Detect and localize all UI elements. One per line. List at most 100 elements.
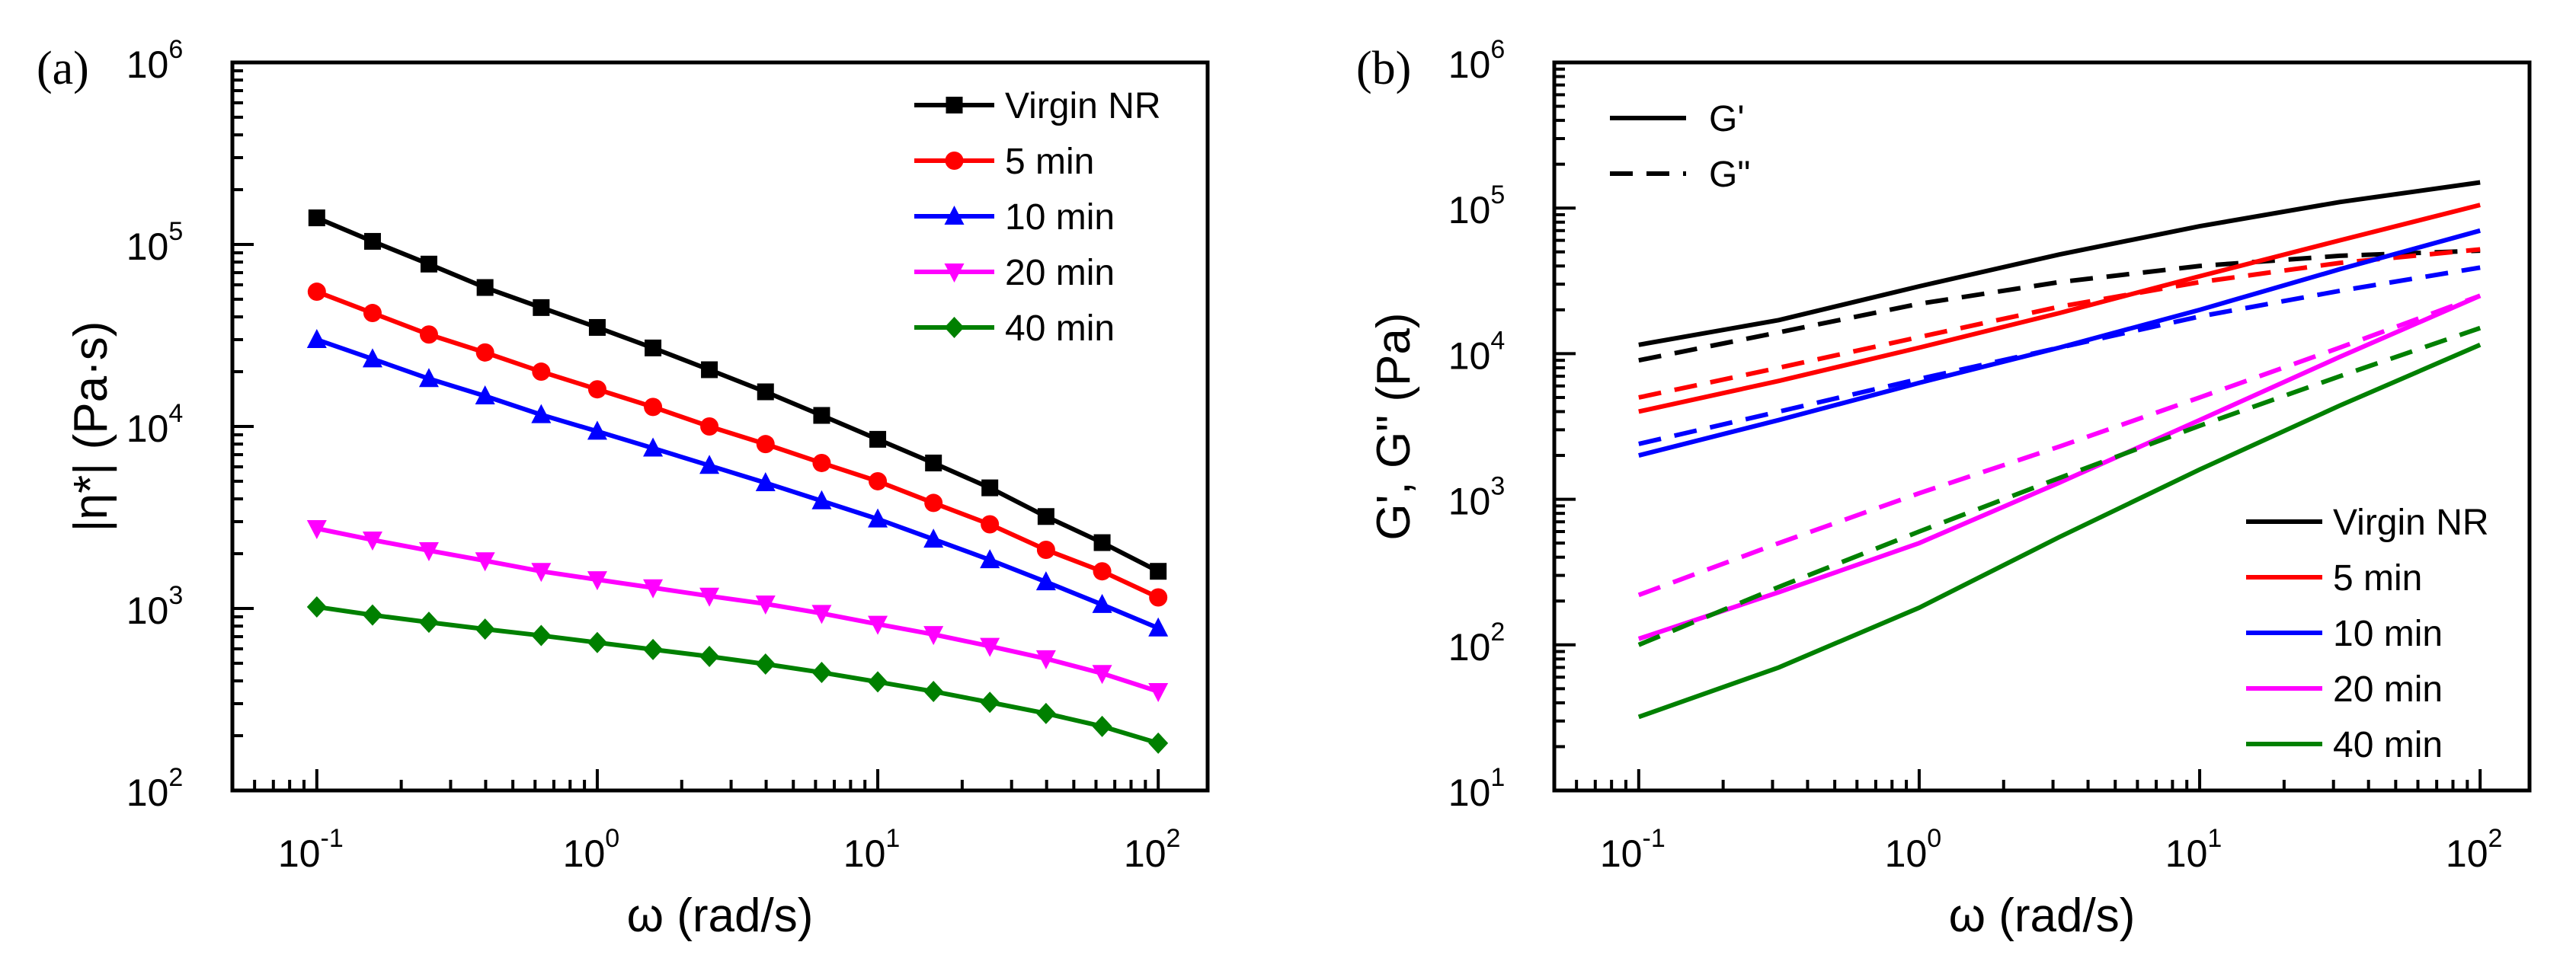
plot-frame	[1552, 60, 2532, 793]
data-point	[812, 453, 831, 472]
data-point	[1036, 540, 1055, 559]
series-line	[315, 216, 1160, 573]
data-point	[588, 318, 606, 336]
y-axis-label: |η*| (Pa·s)	[65, 321, 117, 532]
style-legend-label: G'	[1709, 99, 1745, 139]
legend-entry: 10 min	[2246, 614, 2443, 654]
legend-entry: 40 min	[914, 308, 1115, 349]
data-point	[1150, 563, 1167, 580]
y-tick-label-base: 10	[126, 407, 169, 450]
x-tick-label-base: 10	[1124, 832, 1166, 875]
data-point	[475, 552, 495, 572]
data-point	[475, 343, 494, 362]
data-point	[869, 430, 887, 448]
y-tick-label-exponent: 4	[168, 399, 183, 428]
g-double-prime-line	[1637, 293, 2482, 598]
legend-entry: 20 min	[2246, 669, 2443, 710]
x-tick-label-exponent: 0	[605, 824, 619, 853]
data-point	[756, 435, 775, 454]
y-tick-label: 101	[1448, 763, 1506, 814]
data-point	[476, 279, 494, 296]
panel-label: (a)	[37, 43, 89, 94]
x-tick-label-base: 10	[1600, 832, 1643, 875]
g-double-prime-line	[1638, 265, 2481, 446]
x-tick-label: 100	[1885, 824, 1942, 875]
data-point	[757, 383, 774, 401]
data-point	[306, 328, 327, 348]
data-point	[306, 596, 327, 618]
legend-label: 10 min	[1005, 197, 1115, 238]
data-point	[307, 283, 326, 302]
data-point	[700, 417, 719, 436]
g-double-prime-line	[1638, 248, 2481, 363]
data-point	[811, 605, 832, 624]
x-tick-label-base: 10	[1885, 832, 1928, 875]
series-20-min	[1637, 293, 2482, 641]
y-tick-label: 104	[1448, 326, 1506, 377]
y-tick-label: 102	[1448, 618, 1506, 669]
series-line	[315, 337, 1160, 631]
y-tick-label-base: 10	[1448, 626, 1491, 669]
data-point	[699, 587, 720, 607]
legend-label: Virgin NR	[2333, 503, 2489, 543]
data-point	[1148, 617, 1169, 637]
data-point	[924, 493, 943, 513]
panel-label: (b)	[1356, 43, 1411, 94]
series-virgin-nr	[308, 209, 1167, 580]
data-point	[868, 671, 888, 693]
data-point	[363, 232, 381, 250]
legend-swatch-marker	[944, 317, 965, 338]
data-point	[981, 479, 999, 497]
legend-entry: 20 min	[914, 253, 1115, 293]
g-double-prime-line	[1637, 325, 2482, 647]
data-point	[532, 362, 551, 382]
x-axis-label: ω (rad/s)	[627, 889, 814, 942]
x-tick-label-base: 10	[2165, 832, 2208, 875]
g-prime-line	[1637, 293, 2482, 641]
legend-label: 40 min	[2333, 725, 2443, 765]
data-point	[645, 339, 662, 356]
data-point	[1148, 732, 1169, 754]
data-point	[980, 637, 1000, 657]
series-line	[316, 604, 1160, 746]
series-20-min	[306, 519, 1169, 702]
data-point	[868, 508, 888, 528]
data-point	[811, 490, 832, 509]
y-axis-label: G', G" (Pa)	[1368, 312, 1420, 540]
y-tick-label-exponent: 5	[1490, 180, 1505, 209]
legend-swatch-marker	[946, 97, 963, 113]
legend-swatch-marker	[944, 263, 965, 283]
data-point	[644, 398, 663, 417]
data-point	[755, 595, 776, 615]
data-point	[1093, 534, 1111, 551]
data-point	[813, 407, 830, 424]
data-point	[981, 515, 1000, 534]
g-prime-line	[1638, 203, 2481, 414]
data-point	[533, 299, 550, 316]
x-axis-label: ω (rad/s)	[1949, 889, 2136, 942]
data-point	[418, 368, 439, 388]
series-line	[316, 526, 1160, 694]
data-point	[362, 531, 382, 551]
x-tick-label-base: 10	[563, 832, 606, 875]
y-tick-label-base: 10	[126, 771, 169, 814]
data-point	[362, 348, 382, 368]
y-tick-label: 103	[1448, 472, 1506, 523]
data-point	[643, 579, 664, 599]
data-point	[811, 662, 832, 684]
y-tick-label-base: 10	[126, 225, 169, 268]
legend-entry: 40 min	[2246, 725, 2443, 765]
g-prime-line	[1638, 180, 2481, 347]
data-point	[308, 209, 325, 227]
style-legend-entry: G'	[1610, 99, 1745, 139]
series-5-min	[307, 283, 1168, 607]
x-tick-label-exponent: 1	[2207, 824, 2222, 853]
data-point	[587, 420, 607, 440]
data-point	[923, 529, 944, 548]
legend-swatch-marker	[945, 152, 964, 170]
data-point	[475, 385, 495, 405]
y-tick-label-exponent: 1	[1490, 763, 1505, 792]
data-point	[531, 404, 552, 423]
